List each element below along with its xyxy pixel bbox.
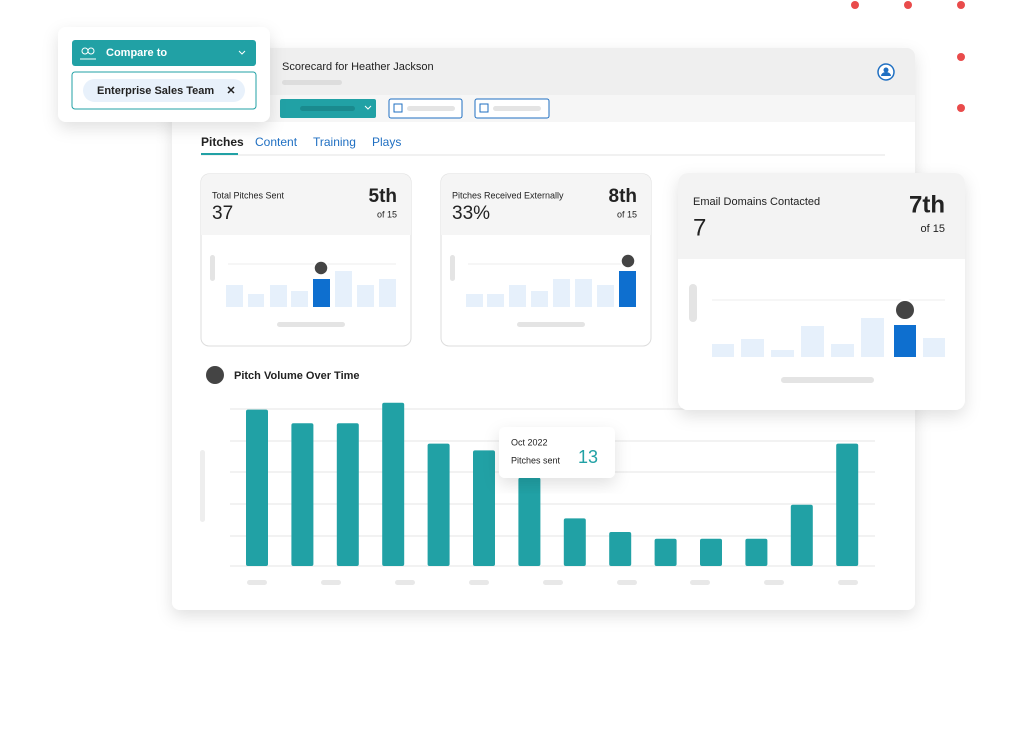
pitch-chart: Pitch Volume Over Time Oct 2022 Pitches … <box>200 366 875 585</box>
card-label: Email Domains Contacted <box>693 196 820 208</box>
tab[interactable]: Plays <box>372 135 401 149</box>
chart-title: Pitch Volume Over Time <box>234 370 360 382</box>
card-label: Pitches Received Externally <box>452 190 564 200</box>
card-rank: 8th <box>609 186 638 207</box>
tab[interactable]: Content <box>255 135 298 149</box>
bar[interactable] <box>790 504 813 566</box>
chip-label: Enterprise Sales Team <box>97 85 214 97</box>
bar[interactable] <box>427 443 450 566</box>
stat-card: Total Pitches Sent 37 5th of 15 <box>200 173 412 347</box>
tab[interactable]: Training <box>313 135 356 149</box>
tooltip-category: Oct 2022 <box>511 437 548 447</box>
card-value: 7 <box>693 214 706 241</box>
bar[interactable] <box>563 518 586 566</box>
card-label: Total Pitches Sent <box>212 190 285 200</box>
decor-dots <box>851 1 965 112</box>
bar[interactable] <box>473 450 495 566</box>
bar[interactable] <box>246 409 268 566</box>
tab[interactable]: Pitches <box>201 135 244 149</box>
scorecard-title: Scorecard for Heather Jackson <box>282 61 434 73</box>
bar[interactable] <box>291 423 314 566</box>
stat-card-floating: Email Domains Contacted 7 7th of 15 <box>678 173 965 410</box>
card-rank: 7th <box>909 191 945 218</box>
bar[interactable] <box>745 538 768 566</box>
team-chip[interactable] <box>83 79 245 102</box>
card-of: of 15 <box>617 209 637 219</box>
bar[interactable] <box>700 538 722 566</box>
compare-popup: Compare to Enterprise Sales Team <box>58 27 270 122</box>
card-of: of 15 <box>921 223 945 235</box>
card-value: 37 <box>212 203 233 224</box>
compare-title: Compare to <box>106 47 167 59</box>
tooltip: Oct 2022 Pitches sent 13 <box>499 427 615 478</box>
card-of: of 15 <box>377 209 397 219</box>
bar[interactable] <box>609 532 632 566</box>
bar[interactable] <box>518 477 541 566</box>
bar[interactable] <box>336 423 359 566</box>
compare-dropdown[interactable] <box>72 40 256 66</box>
bar[interactable] <box>654 538 677 566</box>
tooltip-value: 13 <box>578 447 598 467</box>
chip-remove[interactable] <box>227 86 235 94</box>
card-rank: 5th <box>369 186 398 207</box>
bar[interactable] <box>382 402 405 566</box>
tooltip-label: Pitches sent <box>511 455 561 465</box>
bar[interactable] <box>836 443 859 566</box>
card-value: 33% <box>452 203 490 224</box>
stat-card: Pitches Received Externally 33% 8th of 1… <box>440 173 652 347</box>
